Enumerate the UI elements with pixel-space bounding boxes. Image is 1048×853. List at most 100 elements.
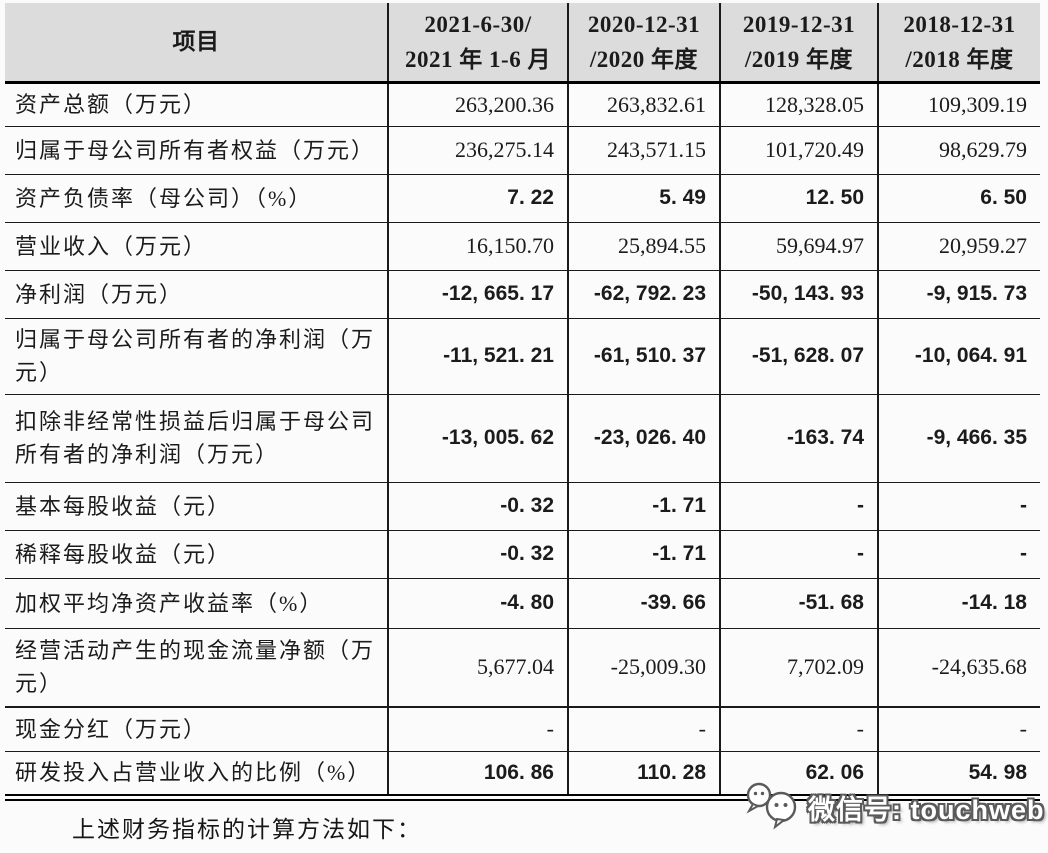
cell-value: -51. 68 [720,578,879,629]
cell-value: 25,894.55 [568,222,721,271]
watermark: 微信号: touchweb [744,780,1044,834]
period-line2: /2019 年度 [744,46,854,72]
period-line1: 2021-6-30/ [424,11,532,37]
row-label: 资产负债率（母公司）（%） [5,174,389,223]
cell-value: 109,309.19 [878,82,1040,127]
cell-value: - [720,530,879,579]
cell-value: -9, 466. 35 [878,394,1040,483]
row-label: 加权平均净资产收益率（%） [5,578,389,629]
cell-value: -51, 628. 07 [720,318,879,395]
cell-value: 101,720.49 [720,126,879,175]
cell-value: -39. 66 [568,578,721,629]
row-label: 归属于母公司所有者的净利润（万元） [5,318,389,395]
cell-value: 6. 50 [878,174,1040,223]
wechat-icon [744,780,804,835]
table-row: 归属于母公司所有者权益（万元） 236,275.14 243,571.15 101,7… [5,126,1040,175]
table-header: 项目 2021-6-30/ 2021 年 1-6 月 2020-12-31 /2… [5,3,1040,84]
cell-value: 110. 28 [568,751,721,797]
col-header-period-2021: 2021-6-30/ 2021 年 1-6 月 [388,3,569,84]
cell-value: 54. 98 [968,760,1027,784]
cell-value: 12. 50 [720,174,879,223]
cell-value: -12, 665. 17 [388,270,569,319]
col-header-period-2019: 2019-12-31 /2019 年度 [720,3,879,84]
table-row: 现金分红（万元） - - - - [5,707,1040,752]
financial-table: 项目 2021-6-30/ 2021 年 1-6 月 2020-12-31 /2… [5,3,1040,801]
col-header-item: 项目 [5,3,389,84]
table-row: 基本每股收益（元） -0. 32 -1. 71- - [5,482,1040,531]
header-row: 项目 2021-6-30/ 2021 年 1-6 月 2020-12-31 /2… [5,3,1040,84]
row-label: 净利润（万元） [5,270,389,319]
cell-value: -24,635.68 [878,628,1040,708]
cell-value: 243,571.15 [568,126,721,175]
row-label: 基本每股收益（元） [5,482,389,531]
cell-value: -1. 71 [568,530,721,579]
period-line1: 2018-12-31 [903,11,1016,37]
cell-value: 5. 49 [568,174,721,223]
table-row: 加权平均净资产收益率（%） -4. 80 -39. 66 -51. 68 -14. 18 [5,578,1040,629]
col-header-item-label: 项目 [172,29,220,55]
watermark-text: 微信号: touchweb [808,794,1045,825]
row-label: 稀释每股收益（元） [5,530,389,579]
period-line1: 2020-12-31 [587,11,701,37]
table-body: 资产总额（万元） 263,200.36 263,832.61 128,328.05 10… [5,82,1040,797]
cell-value: 98,629.79 [878,126,1040,175]
row-label: 现金分红（万元） [5,707,389,752]
cell-value: -11, 521. 21 [388,318,569,395]
period-line1: 2019-12-31 [742,11,856,37]
financial-table-container: 项目 2021-6-30/ 2021 年 1-6 月 2020-12-31 /2… [5,3,1040,801]
table-row: 归属于母公司所有者的净利润（万元） -11, 521. 21 -61, 510. 3… [5,318,1040,395]
cell-value: -0. 32 [388,530,569,579]
cell-value: -0. 32 [388,482,569,531]
cell-value: -1. 71 [568,482,721,531]
footer-note: 上述财务指标的计算方法如下： [72,817,422,842]
period-line2: 2021 年 1-6 月 [405,46,551,72]
table-row: 经营活动产生的现金流量净额（万元） 5,677.04 -25,009.30 7,702… [5,628,1040,708]
cell-value: -61, 510. 37 [568,318,721,395]
cell-value: -10, 064. 91 [878,318,1040,395]
cell-value: 5,677.04 [388,628,569,708]
col-header-period-2018: 2018-12-31 /2018 年度 [878,3,1040,84]
table-row: 营业收入（万元） 16,150.70 25,894.55 59,694.97 20,95… [5,222,1040,271]
cell-value: 20,959.27 [878,222,1040,271]
table-row: 资产总额（万元） 263,200.36 263,832.61 128,328.05 10… [5,82,1040,127]
cell-value: 263,200.36 [388,82,569,127]
table-row: 稀释每股收益（元） -0. 32 -1. 71- - [5,530,1040,579]
row-label: 扣除非经常性损益后归属于母公司所有者的净利润（万元） [5,394,389,483]
cell-value: - [568,707,721,752]
cell-value: 7. 22 [388,174,569,223]
cell-value: -14. 18 [878,578,1040,629]
cell-value: -62, 792. 23 [568,270,721,319]
cell-value: -4. 80 [388,578,569,629]
cell-value: - [878,707,1040,752]
cell-value: -163. 74 [720,394,879,483]
table-row: 资产负债率（母公司）（%） 7. 22 5. 49 12. 50 6. 50 [5,174,1040,223]
table-row: 研发投入占营业收入的比例（%） 106. 86 110. 28 62. 06 54. 9… [5,751,1040,797]
table-row: 扣除非经常性损益后归属于母公司所有者的净利润（万元） -13, 005. 62 -2… [5,394,1040,483]
period-line2: /2020 年度 [589,46,699,72]
cell-value: -25,009.30 [568,628,721,708]
cell-value: - [720,707,879,752]
row-label: 归属于母公司所有者权益（万元） [5,126,389,175]
cell-value: -50, 143. 93 [720,270,879,319]
cell-value: - [388,707,569,752]
cell-value: - [878,482,1040,531]
cell-value: -23, 026. 40 [568,394,721,483]
period-line2: /2018 年度 [905,46,1014,72]
row-label: 营业收入（万元） [5,222,389,271]
row-label: 研发投入占营业收入的比例（%） [5,751,389,797]
cell-value: - [878,530,1040,579]
row-label: 经营活动产生的现金流量净额（万元） [5,628,389,708]
row-label: 资产总额（万元） [5,82,389,127]
cell-value: 106. 86 [388,751,569,797]
col-header-period-2020: 2020-12-31 /2020 年度 [568,3,721,84]
cell-value: 62. 06 [720,751,879,797]
cell-value: 263,832.61 [568,82,721,127]
cell-value: -13, 005. 62 [388,394,569,483]
cell-value: 59,694.97 [720,222,879,271]
cell-value: 7,702.09 [720,628,879,708]
table-row: 净利润（万元） -12, 665. 17 -62, 792. 23 -50, 143.… [5,270,1040,319]
cell-value: -9, 915. 73 [878,270,1040,319]
cell-value: 16,150.70 [388,222,569,271]
cell-value: 236,275.14 [388,126,569,175]
cell-value: - [720,482,879,531]
